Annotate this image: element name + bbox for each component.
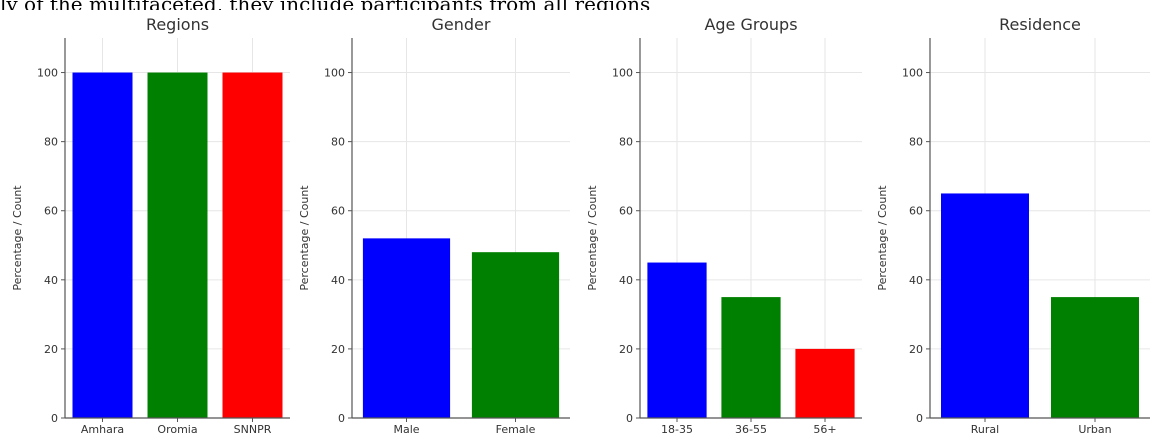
y-tick-label: 20 bbox=[331, 343, 345, 356]
y-axis-label: Percentage / Count bbox=[876, 185, 889, 291]
y-tick-label: 0 bbox=[51, 412, 58, 425]
x-tick-label: Rural bbox=[971, 423, 999, 434]
y-tick-label: 60 bbox=[331, 205, 345, 218]
y-tick-label: 100 bbox=[612, 67, 633, 80]
y-axis-label: Percentage / Count bbox=[298, 185, 311, 291]
x-tick-label: Male bbox=[393, 423, 419, 434]
bar-56- bbox=[795, 348, 855, 418]
x-tick-label: 56+ bbox=[813, 423, 836, 434]
bar-urban bbox=[1051, 297, 1139, 418]
y-tick-label: 0 bbox=[338, 412, 345, 425]
x-tick-label: 18-35 bbox=[661, 423, 693, 434]
x-tick-label: SNNPR bbox=[234, 423, 272, 434]
y-tick-label: 40 bbox=[909, 274, 923, 287]
cropped-caption-text: ly of the multifaceted, they include par… bbox=[0, 0, 1150, 10]
y-axis-label: Percentage / Count bbox=[586, 185, 599, 291]
y-tick-label: 40 bbox=[619, 274, 633, 287]
y-tick-label: 100 bbox=[902, 67, 923, 80]
bar-male bbox=[362, 238, 451, 418]
y-tick-label: 80 bbox=[619, 136, 633, 149]
y-tick-label: 40 bbox=[44, 274, 58, 287]
y-tick-label: 80 bbox=[331, 136, 345, 149]
y-tick-label: 60 bbox=[619, 205, 633, 218]
chart-panel-4: 0 20 40 60 80 100 Rural Urban Residence Percentag… bbox=[876, 15, 1150, 434]
x-tick-label: Oromia bbox=[157, 423, 197, 434]
bar-rural bbox=[941, 193, 1029, 418]
bar-36-55 bbox=[721, 297, 781, 418]
chart-panel-1: 0 20 40 60 80 100 Amhara Oromia SNNPR Regions Perc… bbox=[11, 15, 290, 434]
bar-amhara bbox=[72, 72, 133, 418]
y-tick-label: 20 bbox=[619, 343, 633, 356]
bar-female bbox=[471, 252, 560, 418]
chart-panel-3: 0 20 40 60 80 100 18-35 36-55 56+ Age Groups Perce… bbox=[586, 15, 862, 434]
x-tick-label: Amhara bbox=[81, 423, 124, 434]
chart-title: Gender bbox=[432, 15, 491, 34]
y-tick-label: 0 bbox=[626, 412, 633, 425]
y-tick-label: 80 bbox=[44, 136, 58, 149]
x-tick-label: Female bbox=[496, 423, 536, 434]
x-tick-label: Urban bbox=[1078, 423, 1111, 434]
y-tick-label: 100 bbox=[37, 67, 58, 80]
y-tick-label: 0 bbox=[916, 412, 923, 425]
x-tick-label: 36-55 bbox=[735, 423, 767, 434]
y-tick-label: 80 bbox=[909, 136, 923, 149]
chart-title: Residence bbox=[999, 15, 1081, 34]
bar-18-35 bbox=[647, 262, 707, 418]
bar-oromia bbox=[147, 72, 208, 418]
y-tick-label: 20 bbox=[909, 343, 923, 356]
y-tick-label: 60 bbox=[909, 205, 923, 218]
chart-panel-2: 0 20 40 60 80 100 Male Female Gender Percentage /… bbox=[298, 15, 570, 434]
y-axis-label: Percentage / Count bbox=[11, 185, 24, 291]
y-tick-label: 40 bbox=[331, 274, 345, 287]
y-tick-label: 60 bbox=[44, 205, 58, 218]
bar-snnpr bbox=[222, 72, 283, 418]
chart-title: Regions bbox=[146, 15, 209, 34]
y-tick-label: 100 bbox=[324, 67, 345, 80]
y-tick-label: 20 bbox=[44, 343, 58, 356]
chart-title: Age Groups bbox=[704, 15, 797, 34]
